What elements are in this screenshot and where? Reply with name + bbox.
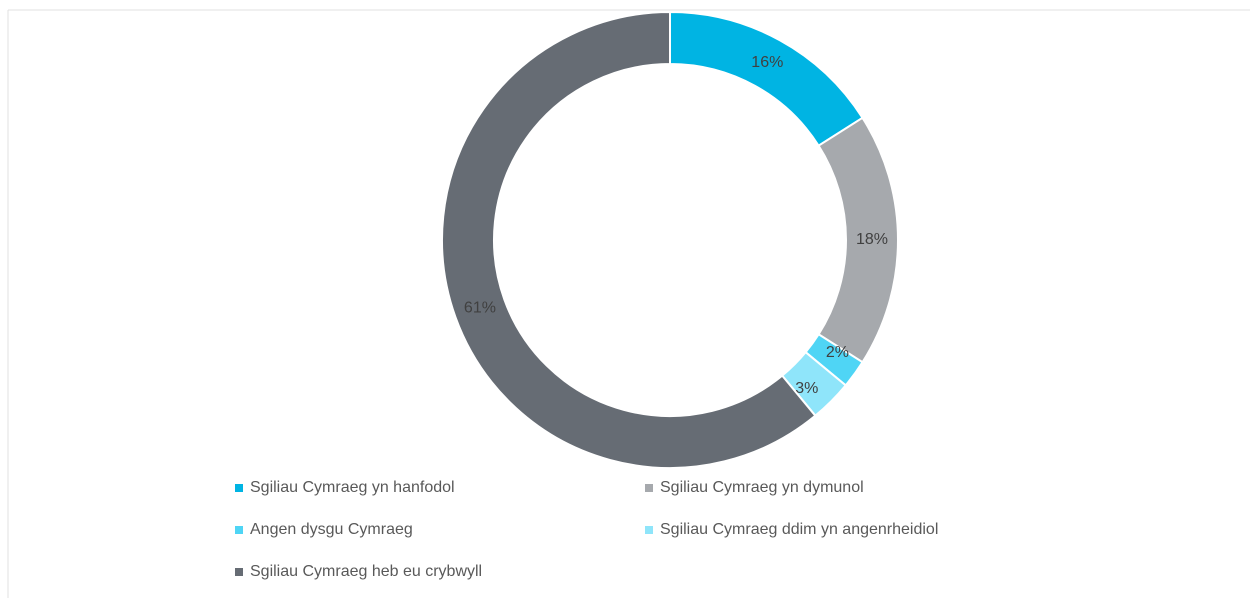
data-label: 3% [795, 380, 818, 397]
data-label: 16% [751, 54, 783, 71]
legend-label: Angen dysgu Cymraeg [250, 521, 413, 538]
legend-swatch [645, 484, 653, 492]
legend-swatch [235, 568, 243, 576]
legend-swatch [645, 526, 653, 534]
legend-label: Sgiliau Cymraeg yn dymunol [660, 479, 864, 496]
data-label: 61% [464, 300, 496, 317]
slice [669, 10, 864, 148]
legend-swatch [235, 526, 243, 534]
data-label: 2% [826, 344, 849, 361]
slice [441, 10, 817, 469]
data-label: 18% [856, 231, 888, 248]
legend-label: Sgiliau Cymraeg ddim yn angenrheidiol [660, 521, 938, 538]
legend-label: Sgiliau Cymraeg yn hanfodol [250, 479, 455, 496]
legend-label: Sgiliau Cymraeg heb eu crybwyll [250, 563, 482, 580]
legend-swatch [235, 484, 243, 492]
